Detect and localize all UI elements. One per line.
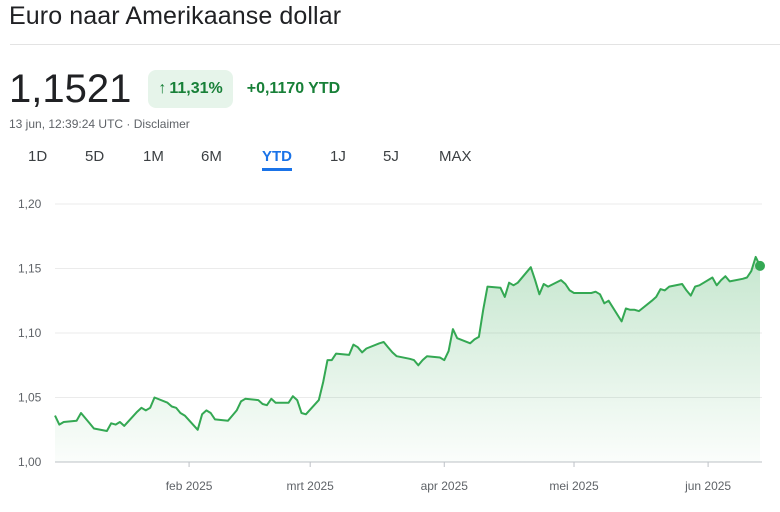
separator-dot: · — [126, 117, 134, 131]
price-area — [55, 256, 760, 462]
x-tick-label: mei 2025 — [549, 479, 599, 493]
disclaimer-link[interactable]: Disclaimer — [133, 117, 190, 131]
page-title: Euro naar Amerikaanse dollar — [9, 2, 342, 30]
change-percent: 11,31% — [169, 80, 223, 97]
change-absolute-value: +0,1170 — [246, 80, 305, 97]
x-tick-label: mrt 2025 — [287, 479, 335, 493]
x-tick-label: jun 2025 — [684, 479, 731, 493]
x-axis: feb 2025 mrt 2025 apr 2025 mei 2025 jun 2025 — [166, 462, 731, 493]
timestamp-line: 13 jun, 12:39:24 UTC · Disclaimer — [9, 117, 190, 131]
y-tick-label: 1,15 — [18, 262, 42, 276]
x-tick-label: apr 2025 — [421, 479, 469, 493]
change-percent-badge: ↑ 11,31% — [148, 70, 233, 108]
tab-1j[interactable]: 1J — [330, 148, 346, 165]
price-line — [54, 255, 761, 432]
change-period: YTD — [308, 80, 341, 97]
tab-5d[interactable]: 5D — [85, 148, 105, 165]
arrow-up-icon: ↑ — [158, 80, 167, 97]
tab-6m[interactable]: 6M — [201, 148, 222, 165]
change-absolute: +0,1170 YTD — [247, 80, 340, 98]
y-tick-label: 1,05 — [18, 391, 42, 405]
y-tick-label: 1,00 — [18, 455, 42, 469]
x-tick-label: feb 2025 — [166, 479, 213, 493]
tab-ytd[interactable]: YTD — [262, 148, 292, 171]
y-tick-label: 1,10 — [18, 326, 42, 340]
timestamp: 13 jun, 12:39:24 UTC — [9, 117, 124, 131]
current-price: 1,1521 — [9, 67, 132, 111]
tab-1m[interactable]: 1M — [143, 148, 164, 165]
header-divider — [10, 44, 780, 45]
y-axis: 1,00 1,05 1,10 1,15 1,20 — [18, 197, 42, 469]
tab-1d[interactable]: 1D — [28, 148, 48, 165]
price-row: 1,1521 ↑ 11,31% +0,1170 YTD — [9, 66, 340, 112]
price-chart[interactable]: 1,00 1,05 1,10 1,15 1,20 feb 2025 mrt 2025 apr… — [0, 188, 780, 512]
tab-5j[interactable]: 5J — [383, 148, 399, 165]
tab-max[interactable]: MAX — [439, 148, 472, 165]
y-tick-label: 1,20 — [18, 197, 42, 211]
last-price-dot — [755, 260, 765, 271]
